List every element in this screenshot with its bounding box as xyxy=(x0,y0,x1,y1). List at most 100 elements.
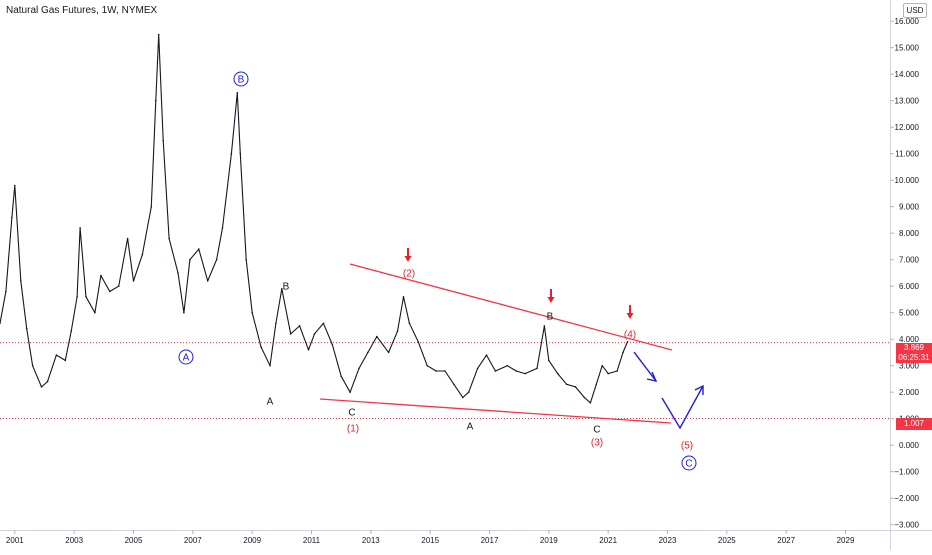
x-tick-label: 2023 xyxy=(659,536,677,545)
price-point xyxy=(367,351,369,354)
wave-label-circled: A xyxy=(183,353,190,364)
price-point xyxy=(536,367,538,370)
x-tick-label: 2025 xyxy=(718,536,736,545)
x-tick-label: 2009 xyxy=(243,536,261,545)
price-point xyxy=(444,370,446,372)
projection-v-arrow[interactable] xyxy=(661,385,704,430)
projection-down-arrow[interactable] xyxy=(633,351,657,382)
price-point xyxy=(79,227,81,229)
x-tick-label: 2027 xyxy=(777,536,795,545)
price-point xyxy=(260,346,262,348)
currency-badge[interactable]: USD xyxy=(903,3,927,18)
y-tick-label: 7.000 xyxy=(899,256,920,265)
price-point xyxy=(515,370,517,372)
price-point xyxy=(31,364,34,367)
price-point xyxy=(0,322,1,325)
wave-circle-marker xyxy=(681,455,697,471)
price-point xyxy=(5,290,7,293)
price-point xyxy=(506,364,509,367)
price-series xyxy=(0,33,629,404)
horizontal-levels xyxy=(0,342,890,420)
price-point xyxy=(543,325,546,327)
last-price-value: 3.869 xyxy=(903,343,925,352)
projection-v-arrowhead xyxy=(694,384,704,395)
price-point xyxy=(198,248,200,250)
price-point xyxy=(340,375,343,378)
price-point xyxy=(251,311,253,314)
price-point xyxy=(476,367,479,370)
price-point xyxy=(358,367,360,370)
price-point xyxy=(25,327,28,330)
price-point xyxy=(601,364,603,367)
x-tick-label: 2013 xyxy=(362,536,380,545)
x-tick-label: 2019 xyxy=(540,536,558,545)
y-tick-label: 6.000 xyxy=(899,282,920,291)
y-tick-label: 16.000 xyxy=(895,17,920,26)
x-tick-label: 2021 xyxy=(599,536,617,545)
wave-circle-marker xyxy=(233,71,249,87)
time-axis: 2001 2003 2005 2007 2009 2011 2013 2015 2017 2019… xyxy=(6,530,855,545)
y-tick-label: −2.000 xyxy=(894,494,919,503)
level-price-tag: 1.007 xyxy=(896,418,932,430)
wave-label-circled: C xyxy=(685,459,692,470)
price-point xyxy=(307,349,310,351)
bar-countdown: 06:25:31 xyxy=(898,353,930,362)
price-point xyxy=(155,99,157,102)
y-tick-label: 14.000 xyxy=(895,70,920,79)
lower-trendline[interactable] xyxy=(319,398,672,424)
trendlines[interactable] xyxy=(319,263,673,424)
projection-arrows[interactable] xyxy=(633,351,704,430)
wave-label-degree: (1) xyxy=(347,424,359,435)
wave-label: B xyxy=(283,282,290,293)
wave-label-degree: (2) xyxy=(403,269,415,280)
x-tick-label: 2029 xyxy=(837,536,855,545)
price-point xyxy=(565,383,568,386)
wave-label-degree: (4) xyxy=(624,330,636,341)
price-point xyxy=(524,372,526,375)
y-tick-label: −1.000 xyxy=(894,468,919,477)
x-tick-label: 2011 xyxy=(303,536,321,545)
price-point xyxy=(313,333,316,335)
price-point xyxy=(462,396,464,399)
price-line xyxy=(0,33,629,404)
price-point xyxy=(85,296,87,298)
wave-label: C xyxy=(593,425,600,436)
price-point xyxy=(408,322,411,325)
price-point xyxy=(126,237,129,240)
price-point xyxy=(20,280,22,282)
price-point xyxy=(583,396,586,399)
y-tick-label: 11.000 xyxy=(895,150,919,159)
wave-label-degree: (3) xyxy=(591,438,603,449)
price-point xyxy=(150,205,153,208)
price-point xyxy=(331,343,334,346)
price-point xyxy=(177,272,179,274)
y-tick-label: 10.000 xyxy=(895,176,920,185)
price-point xyxy=(117,285,120,288)
wave-circle-marker xyxy=(178,349,194,365)
price-point xyxy=(607,372,609,375)
price-point xyxy=(157,33,160,36)
price-point xyxy=(183,311,185,314)
y-tick-label: 3.000 xyxy=(899,362,920,371)
price-point xyxy=(387,351,390,354)
price-point xyxy=(269,364,271,367)
x-tick-label: 2005 xyxy=(125,536,143,545)
price-point xyxy=(298,325,301,327)
last-price-tag: 3.869 06:25:31 xyxy=(896,343,932,363)
x-tick-label: 2007 xyxy=(184,536,202,545)
down-arrow-icon xyxy=(547,289,555,303)
x-tick-label: 2017 xyxy=(481,536,499,545)
y-tick-label: 9.000 xyxy=(899,203,920,212)
upper-trendline[interactable] xyxy=(349,263,673,351)
price-point xyxy=(556,372,559,375)
price-point xyxy=(239,152,242,155)
y-tick-label: 4.000 xyxy=(899,335,920,344)
price-point xyxy=(485,354,488,356)
price-point xyxy=(14,184,16,187)
price-point xyxy=(467,391,470,394)
price-point xyxy=(162,139,164,142)
price-point xyxy=(322,322,325,325)
price-point xyxy=(275,322,277,325)
